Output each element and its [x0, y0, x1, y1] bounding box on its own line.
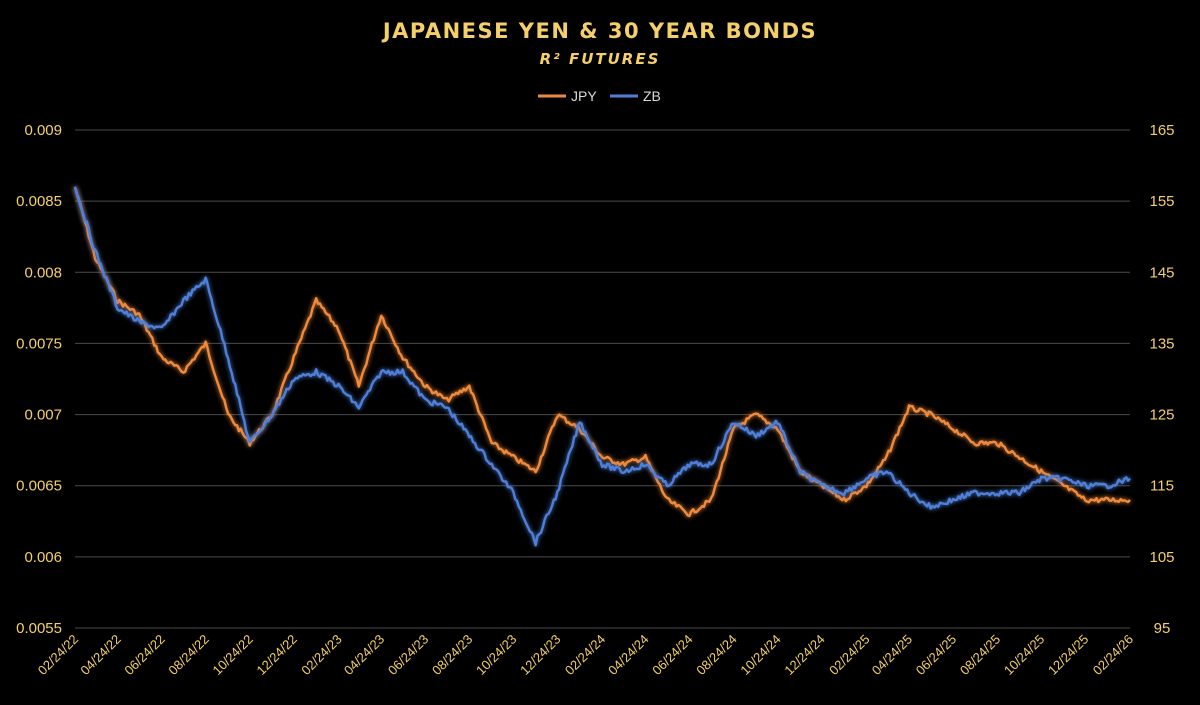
- x-tick-label: 02/24/22: [35, 632, 81, 678]
- x-tick-label: 12/24/25: [1045, 632, 1091, 678]
- legend-label-zb: ZB: [643, 88, 661, 104]
- chart-subtitle: R² FUTURES: [540, 50, 661, 68]
- x-tick-label: 08/24/24: [693, 632, 739, 678]
- x-axis: 02/24/2204/24/2206/24/2208/24/2210/24/22…: [35, 632, 1136, 678]
- x-tick-label: 12/24/22: [254, 632, 300, 678]
- legend: JPY ZB: [538, 88, 661, 104]
- x-tick-label: 06/24/24: [649, 632, 695, 678]
- x-tick-label: 04/24/22: [77, 632, 123, 678]
- x-tick-label: 02/24/23: [298, 632, 344, 678]
- x-tick-label: 12/24/24: [781, 632, 827, 678]
- x-tick-label: 10/24/25: [1001, 632, 1047, 678]
- y-right-tick-label: 135: [1149, 335, 1174, 352]
- y-right-tick-label: 105: [1149, 549, 1174, 566]
- x-tick-label: 08/24/22: [165, 632, 211, 678]
- y-left-tick-label: 0.0085: [16, 193, 62, 210]
- x-tick-label: 10/24/24: [737, 632, 783, 678]
- legend-label-jpy: JPY: [571, 88, 597, 104]
- y-right-tick-label: 95: [1154, 620, 1171, 637]
- chart-title: JAPANESE YEN & 30 YEAR BONDS: [381, 19, 817, 43]
- x-tick-label: 10/24/23: [473, 632, 519, 678]
- y-left-tick-label: 0.008: [24, 264, 62, 281]
- x-tick-label: 02/24/26: [1090, 632, 1136, 678]
- x-tick-label: 10/24/22: [209, 632, 255, 678]
- y-left-tick-label: 0.0055: [16, 620, 62, 637]
- x-tick-label: 06/24/22: [121, 632, 167, 678]
- gridlines: [75, 129, 1130, 629]
- y-left-tick-label: 0.0065: [16, 478, 62, 495]
- y-right-tick-label: 145: [1149, 264, 1174, 281]
- y-left-tick-label: 0.006: [24, 549, 62, 566]
- x-tick-label: 02/24/24: [562, 632, 608, 678]
- y-left-tick-label: 0.0075: [16, 335, 62, 352]
- x-tick-label: 06/24/23: [385, 632, 431, 678]
- x-tick-label: 02/24/25: [826, 632, 872, 678]
- series-line-jpy: [73, 186, 1131, 518]
- x-tick-label: 06/24/25: [913, 632, 959, 678]
- y-left-tick-label: 0.007: [24, 407, 62, 424]
- y-right-tick-label: 165: [1149, 122, 1174, 139]
- x-tick-label: 04/24/23: [341, 632, 387, 678]
- x-tick-label: 12/24/23: [517, 632, 563, 678]
- y-right-tick-label: 125: [1149, 407, 1174, 424]
- y-right-tick-label: 115: [1150, 478, 1174, 495]
- y-axis-left: 0.009 0.0085 0.008 0.0075 0.007 0.0065 0.006 0.…: [16, 122, 62, 637]
- y-left-tick-label: 0.009: [24, 122, 62, 139]
- x-tick-label: 04/24/25: [869, 632, 915, 678]
- y-right-tick-label: 155: [1149, 193, 1174, 210]
- x-tick-label: 08/24/25: [957, 632, 1003, 678]
- x-tick-label: 08/24/23: [429, 632, 475, 678]
- series-line-zb: [73, 186, 1131, 547]
- y-axis-right: 165 155 145 135 125 115 105 95: [1149, 122, 1174, 637]
- plot-area: [73, 186, 1131, 547]
- x-tick-label: 04/24/24: [605, 632, 651, 678]
